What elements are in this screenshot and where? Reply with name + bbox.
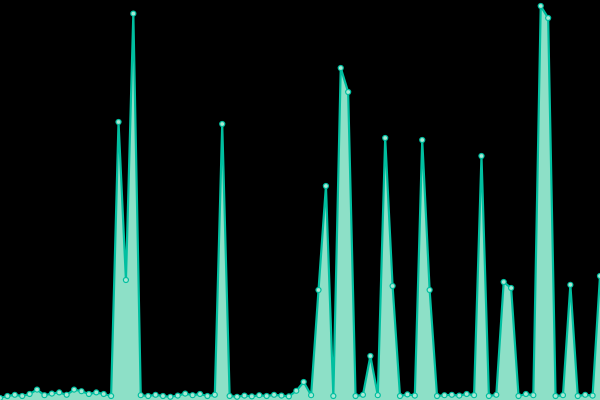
data-point — [478, 152, 485, 160]
data-point — [41, 392, 48, 399]
data-point — [130, 10, 137, 17]
data-point — [522, 390, 530, 398]
data-point — [48, 390, 55, 397]
data-point — [300, 378, 307, 386]
data-point — [100, 390, 107, 398]
data-point — [182, 390, 189, 397]
data-point — [19, 392, 26, 400]
data-point — [589, 392, 596, 399]
data-point — [485, 392, 492, 400]
data-point — [537, 2, 544, 10]
area-outline — [0, 4, 600, 400]
data-point — [530, 392, 537, 399]
data-point — [337, 64, 344, 72]
data-point — [293, 387, 300, 394]
data-point — [211, 391, 218, 398]
data-point — [137, 392, 144, 399]
data-point — [33, 386, 41, 393]
data-point — [367, 352, 374, 360]
data-point — [567, 281, 574, 288]
data-point — [500, 278, 507, 286]
data-point — [56, 389, 63, 396]
data-point — [26, 390, 33, 398]
data-point — [85, 390, 92, 398]
data-point — [263, 392, 270, 400]
data-point — [508, 284, 515, 292]
data-point — [330, 392, 337, 400]
data-point — [322, 182, 330, 190]
data-point — [152, 391, 159, 398]
data-point — [419, 136, 426, 144]
data-point — [122, 276, 130, 284]
data-point — [374, 392, 381, 399]
data-point — [63, 391, 70, 398]
data-point — [515, 392, 522, 400]
data-point — [233, 393, 241, 400]
data-point — [574, 392, 581, 400]
data-point — [426, 286, 433, 294]
data-point — [256, 392, 263, 399]
data-point — [159, 392, 167, 400]
data-point — [396, 392, 404, 400]
data-point — [189, 392, 196, 399]
data-point — [285, 393, 292, 400]
data-point — [204, 392, 211, 400]
data-point — [0, 394, 4, 400]
data-point — [226, 392, 233, 400]
data-point — [345, 88, 352, 96]
data-point — [493, 391, 500, 398]
data-point — [389, 282, 396, 290]
data-point — [463, 390, 470, 398]
data-point — [145, 392, 152, 400]
data-point — [448, 391, 455, 398]
data-point — [115, 118, 122, 126]
data-point — [382, 134, 389, 142]
data-point — [352, 392, 359, 400]
data-point — [278, 392, 285, 399]
data-point — [359, 391, 367, 398]
data-point — [559, 392, 567, 399]
data-point — [4, 392, 11, 400]
data-point — [411, 392, 418, 399]
data-point — [315, 286, 322, 294]
data-point — [441, 392, 448, 399]
data-point — [108, 392, 115, 400]
data-point — [70, 386, 78, 393]
data-point — [219, 120, 226, 128]
data-point — [456, 392, 463, 399]
data-point — [545, 14, 552, 22]
data-point — [174, 392, 181, 399]
data-point — [93, 389, 100, 396]
data-point — [167, 393, 174, 400]
data-point — [248, 393, 255, 400]
data-point — [270, 391, 278, 398]
data-point — [582, 391, 589, 398]
data-point — [470, 392, 478, 399]
data-point — [196, 390, 204, 398]
data-point — [308, 392, 315, 399]
data-point — [11, 391, 18, 398]
data-point — [552, 392, 559, 400]
data-point — [78, 388, 85, 395]
data-point — [241, 392, 248, 399]
data-point — [596, 272, 600, 280]
data-point — [404, 391, 411, 398]
data-point — [433, 392, 441, 400]
